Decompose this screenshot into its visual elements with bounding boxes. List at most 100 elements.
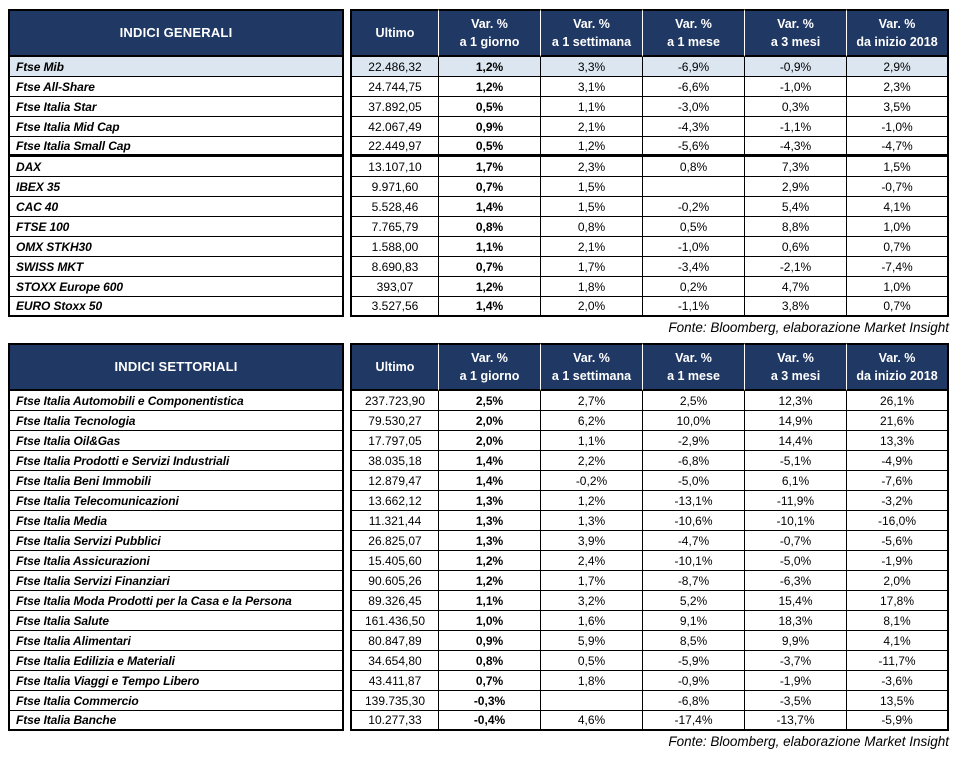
var-percent-cell: 1,8% <box>541 277 643 297</box>
var-percent-cell: 4,6% <box>541 711 643 731</box>
column-header-line1: Var. % <box>675 350 712 365</box>
var-percent-cell: 13,5% <box>847 691 949 711</box>
column-gap <box>344 9 350 57</box>
var-percent-cell: 14,4% <box>745 431 847 451</box>
var-percent-cell: 0,8% <box>643 157 745 177</box>
var-percent-cell: 1,7% <box>541 571 643 591</box>
column-header-line2: da inizio 2018 <box>856 369 938 383</box>
table-title: INDICI SETTORIALI <box>8 343 344 391</box>
var-percent-cell: -13,7% <box>745 711 847 731</box>
var-percent-cell: -0,2% <box>643 197 745 217</box>
var-percent-cell: -4,7% <box>847 137 949 157</box>
column-gap <box>344 471 350 491</box>
var-percent-cell: 1,0% <box>847 217 949 237</box>
var-percent-cell: 1,7% <box>541 257 643 277</box>
var-percent-cell: 2,3% <box>541 157 643 177</box>
ultimo-value-cell: 237.723,90 <box>350 391 439 411</box>
ultimo-value-cell: 393,07 <box>350 277 439 297</box>
column-header-line1: Ultimo <box>375 359 415 374</box>
var-percent-cell: 1,4% <box>439 471 541 491</box>
var-percent-cell: 3,1% <box>541 77 643 97</box>
var-percent-cell: 0,5% <box>439 97 541 117</box>
table-title: INDICI GENERALI <box>8 9 344 57</box>
var-percent-cell: 1,3% <box>439 511 541 531</box>
var-percent-cell: 1,2% <box>541 491 643 511</box>
ultimo-value-cell: 37.892,05 <box>350 97 439 117</box>
var-percent-cell: 2,9% <box>745 177 847 197</box>
var-percent-cell: 1,1% <box>541 97 643 117</box>
column-header: Var. % a 3 mesi <box>745 343 847 391</box>
var-percent-cell: -0,4% <box>439 711 541 731</box>
column-gap <box>344 277 350 297</box>
var-percent-cell: -3,4% <box>643 257 745 277</box>
var-percent-cell: -0,7% <box>847 177 949 197</box>
var-percent-cell: -10,6% <box>643 511 745 531</box>
var-percent-cell: 1,3% <box>541 511 643 531</box>
ultimo-value-cell: 12.879,47 <box>350 471 439 491</box>
ultimo-value-cell: 8.690,83 <box>350 257 439 277</box>
var-percent-cell: -6,9% <box>643 57 745 77</box>
var-percent-cell: -3,0% <box>643 97 745 117</box>
var-percent-cell: 1,5% <box>541 177 643 197</box>
ultimo-value-cell: 34.654,80 <box>350 651 439 671</box>
index-name-cell: Ftse Italia Tecnologia <box>8 411 344 431</box>
var-percent-cell: 8,5% <box>643 631 745 651</box>
var-percent-cell: -5,9% <box>847 711 949 731</box>
var-percent-cell: -5,9% <box>643 651 745 671</box>
column-header: Var. % a 1 mese <box>643 343 745 391</box>
column-header: Ultimo <box>350 9 439 57</box>
column-gap <box>344 197 350 217</box>
column-header: Ultimo <box>350 343 439 391</box>
var-percent-cell: -10,1% <box>745 511 847 531</box>
var-percent-cell: 2,3% <box>847 77 949 97</box>
column-header-line2: a 1 giorno <box>459 369 520 383</box>
column-gap <box>344 117 350 137</box>
ultimo-value-cell: 9.971,60 <box>350 177 439 197</box>
index-name-cell: STOXX Europe 600 <box>8 277 344 297</box>
var-percent-cell: 1,4% <box>439 197 541 217</box>
sector-indices-table: INDICI SETTORIALI Ultimo Var. % a 1 giorno V… <box>8 343 949 731</box>
column-header-line2: a 3 mesi <box>770 369 821 383</box>
column-header: Var. % a 1 settimana <box>541 343 643 391</box>
ultimo-value-cell: 42.067,49 <box>350 117 439 137</box>
index-name-cell: Ftse Italia Banche <box>8 711 344 731</box>
var-percent-cell: -3,5% <box>745 691 847 711</box>
var-percent-cell: 0,6% <box>745 237 847 257</box>
var-percent-cell: -8,7% <box>643 571 745 591</box>
column-gap <box>344 491 350 511</box>
ultimo-value-cell: 17.797,05 <box>350 431 439 451</box>
var-percent-cell: -0,3% <box>439 691 541 711</box>
source-note: Fonte: Bloomberg, elaborazione Market In… <box>668 320 949 335</box>
column-gap <box>344 551 350 571</box>
index-name-cell: FTSE 100 <box>8 217 344 237</box>
ultimo-value-cell: 11.321,44 <box>350 511 439 531</box>
index-name-cell: Ftse Italia Media <box>8 511 344 531</box>
var-percent-cell: 10,0% <box>643 411 745 431</box>
var-percent-cell: 26,1% <box>847 391 949 411</box>
var-percent-cell: -7,4% <box>847 257 949 277</box>
var-percent-cell: -3,2% <box>847 491 949 511</box>
ultimo-value-cell: 161.436,50 <box>350 611 439 631</box>
var-percent-cell: 2,5% <box>439 391 541 411</box>
var-percent-cell: -5,0% <box>745 551 847 571</box>
index-name-cell: Ftse Mib <box>8 57 344 77</box>
var-percent-cell: 5,9% <box>541 631 643 651</box>
column-header-line2: a 1 settimana <box>551 369 632 383</box>
ultimo-value-cell: 26.825,07 <box>350 531 439 551</box>
var-percent-cell: 2,9% <box>847 57 949 77</box>
var-percent-cell: 4,1% <box>847 197 949 217</box>
var-percent-cell: -3,6% <box>847 671 949 691</box>
var-percent-cell: -0,9% <box>643 671 745 691</box>
index-name-cell: Ftse All-Share <box>8 77 344 97</box>
var-percent-cell: 2,1% <box>541 117 643 137</box>
var-percent-cell: 3,2% <box>541 591 643 611</box>
index-name-cell: Ftse Italia Moda Prodotti per la Casa e … <box>8 591 344 611</box>
column-gap <box>344 691 350 711</box>
var-percent-cell: 1,5% <box>541 197 643 217</box>
ultimo-value-cell: 80.847,89 <box>350 631 439 651</box>
var-percent-cell: -5,6% <box>847 531 949 551</box>
column-header: Var. % a 3 mesi <box>745 9 847 57</box>
column-header-line2: a 3 mesi <box>770 35 821 49</box>
source-note: Fonte: Bloomberg, elaborazione Market In… <box>668 734 949 749</box>
